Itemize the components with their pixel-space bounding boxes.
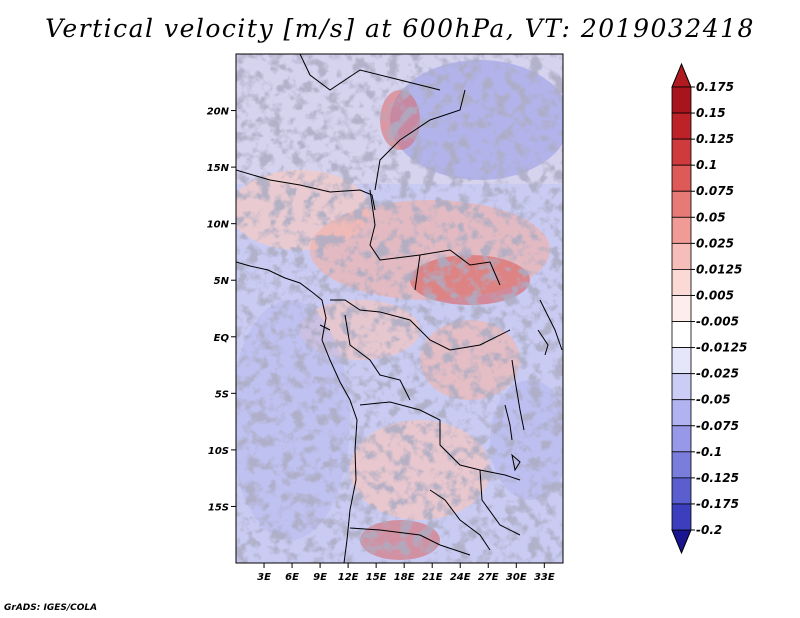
lake-outlines — [319, 324, 549, 472]
colorbar-segment — [671, 216, 692, 244]
y-tick-label: 10S — [208, 446, 229, 457]
colorbar-segment — [671, 347, 692, 375]
colorbar-label: -0.1 — [696, 445, 722, 459]
x-tick-label: 33E — [534, 572, 555, 583]
x-tick-label: 15E — [366, 572, 387, 583]
y-tick-label: EQ — [214, 333, 230, 344]
colorbar-segment — [671, 269, 692, 296]
colorbar-label: 0.075 — [696, 184, 734, 198]
y-tick-label: 20N — [207, 107, 230, 118]
colorbar-label: 0.005 — [696, 288, 734, 302]
colorbar-label: 0.0125 — [696, 262, 742, 276]
x-tick-label: 30E — [506, 572, 527, 583]
colorbar-segment — [671, 477, 692, 505]
colorbar-segment — [671, 295, 692, 322]
chart-title: Vertical velocity [m/s] at 600hPa, VT: 2… — [45, 14, 755, 43]
colorbar-segment — [671, 86, 692, 114]
x-tick-label: 6E — [285, 572, 299, 583]
map-frame — [235, 53, 564, 564]
x-tick-label: 12E — [338, 572, 359, 583]
map-field — [236, 54, 563, 563]
colorbar-segment — [671, 138, 692, 166]
colorbar-segment — [671, 373, 692, 401]
x-tick-label: 9E — [313, 572, 327, 583]
y-tick-label: 5N — [214, 276, 230, 287]
colorbar-segment — [671, 503, 692, 531]
colorbar-segment — [671, 321, 692, 348]
x-tick-label: 24E — [450, 572, 471, 583]
border-lines — [236, 54, 521, 556]
colorbar-segment — [671, 190, 692, 218]
colorbar-label: 0.175 — [696, 80, 734, 94]
colorbar-label: -0.175 — [696, 497, 739, 511]
colorbar-segment — [671, 399, 692, 427]
axis-ticks: 3E 6E 9E 12E 15E 18E 21E 24E 27E 30E 33E 20N 15N 10N 5… — [207, 107, 555, 583]
colorbar-label: -0.025 — [696, 367, 739, 381]
colorbar-segment — [671, 164, 692, 192]
colorbar-segment — [671, 451, 692, 479]
colorbar-segment — [671, 242, 692, 270]
colorbar-label: 0.025 — [696, 236, 734, 250]
colorbar-label: -0.075 — [696, 419, 739, 433]
y-tick-label: 10N — [207, 220, 230, 231]
x-tick-label: 18E — [394, 572, 415, 583]
colorbar-label: 0.05 — [696, 210, 726, 224]
colorbar-label: -0.05 — [696, 393, 731, 407]
colorbar-low-extension — [671, 529, 692, 555]
colorbar: 0.175 0.15 0.125 0.1 0.075 0.05 0.025 0.0125 0.0… — [671, 62, 747, 555]
y-tick-label: 5S — [215, 389, 229, 400]
x-tick-label: 3E — [257, 572, 271, 583]
map-borders — [236, 54, 563, 563]
colorbar-label: 0.125 — [696, 132, 734, 146]
x-tick-label: 21E — [422, 572, 443, 583]
y-tick-label: 15N — [207, 163, 230, 174]
colorbar-label: -0.0125 — [696, 341, 747, 355]
colorbar-label: -0.125 — [696, 471, 739, 485]
colorbar-label: -0.005 — [696, 315, 739, 329]
colorbar-segment — [671, 112, 692, 140]
colorbar-label: -0.2 — [696, 523, 722, 537]
grads-credit: GrADS: IGES/COLA — [4, 603, 98, 613]
x-tick-label: 27E — [478, 572, 499, 583]
coastline-west-africa — [236, 261, 358, 563]
y-tick-label: 15S — [208, 502, 229, 513]
coast-east — [539, 299, 563, 351]
colorbar-label: 0.15 — [696, 106, 726, 120]
colorbar-label: 0.1 — [696, 158, 717, 172]
colorbar-segment — [671, 425, 692, 453]
colorbar-high-extension — [671, 62, 692, 88]
